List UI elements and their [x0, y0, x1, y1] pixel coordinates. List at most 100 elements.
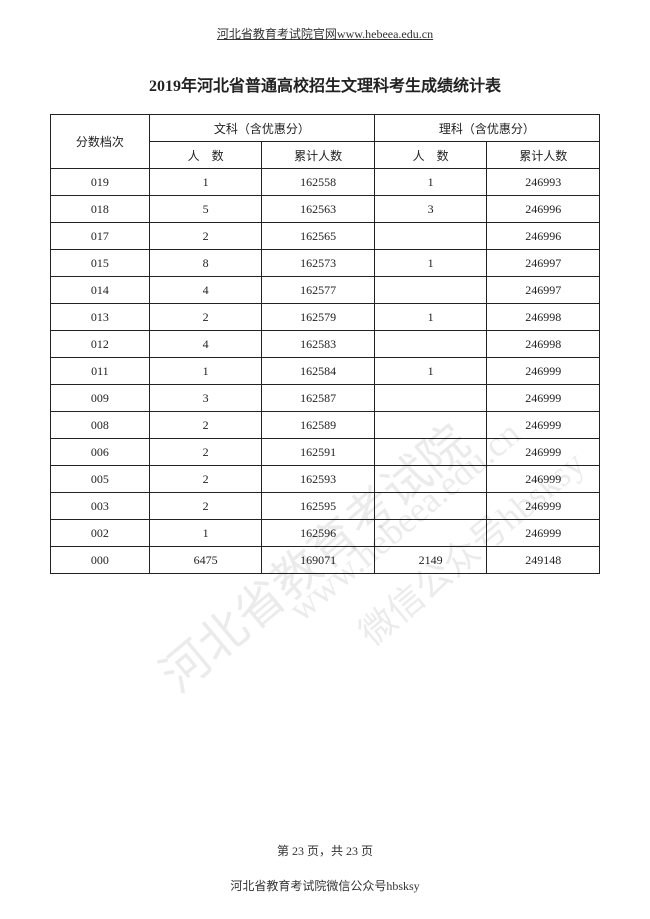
cell-scum: 246999: [487, 358, 600, 385]
table-row: 0144162577 246997: [51, 277, 600, 304]
cell-lc: 2: [149, 223, 262, 250]
cell-lcum: 162584: [262, 358, 375, 385]
cell-score: 011: [51, 358, 150, 385]
cell-lc: 2: [149, 439, 262, 466]
table-row: 01851625633246996: [51, 196, 600, 223]
cell-lcum: 162587: [262, 385, 375, 412]
cell-lcum: 162558: [262, 169, 375, 196]
cell-lcum: 162589: [262, 412, 375, 439]
cell-lcum: 162565: [262, 223, 375, 250]
table-row: 01111625841246999: [51, 358, 600, 385]
table-row: 0082162589246999: [51, 412, 600, 439]
cell-scum: 246996: [487, 196, 600, 223]
cell-sc: 1: [374, 304, 487, 331]
cell-scum: 246993: [487, 169, 600, 196]
cell-lc: 1: [149, 169, 262, 196]
cell-lc: 8: [149, 250, 262, 277]
col-science-count: 人 数: [374, 142, 487, 169]
cell-score: 019: [51, 169, 150, 196]
cell-score: 014: [51, 277, 150, 304]
cell-sc: [374, 385, 487, 412]
table-row: 0021162596 246999: [51, 520, 600, 547]
cell-lcum: 169071: [262, 547, 375, 574]
cell-sc: [374, 277, 487, 304]
document-page: 河北省教育考试院官网www.hebeea.edu.cn 2019年河北省普通高校…: [0, 0, 650, 919]
cell-lcum: 162579: [262, 304, 375, 331]
cell-sc: [374, 466, 487, 493]
cell-score: 003: [51, 493, 150, 520]
cell-score: 005: [51, 466, 150, 493]
cell-scum: 246996: [487, 223, 600, 250]
cell-lcum: 162596: [262, 520, 375, 547]
cell-sc: [374, 412, 487, 439]
table-row: 0124162583246998: [51, 331, 600, 358]
table-row: 01321625791246998: [51, 304, 600, 331]
cell-lcum: 162591: [262, 439, 375, 466]
col-liberal-count: 人 数: [149, 142, 262, 169]
cell-lc: 2: [149, 466, 262, 493]
cell-lc: 2: [149, 493, 262, 520]
cell-lcum: 162583: [262, 331, 375, 358]
cell-lcum: 162563: [262, 196, 375, 223]
cell-sc: 2149: [374, 547, 487, 574]
cell-sc: 3: [374, 196, 487, 223]
score-table: 分数档次 文科（含优惠分） 理科（含优惠分） 人 数 累计人数 人 数 累计人数…: [50, 114, 600, 574]
cell-sc: 1: [374, 250, 487, 277]
cell-lc: 1: [149, 358, 262, 385]
footer-text: 河北省教育考试院微信公众号hbsksy: [0, 877, 650, 894]
cell-sc: [374, 439, 487, 466]
table-row: 0093162587 246999: [51, 385, 600, 412]
cell-score: 018: [51, 196, 150, 223]
cell-scum: 246998: [487, 304, 600, 331]
table-row: 01581625731246997: [51, 250, 600, 277]
cell-scum: 246999: [487, 520, 600, 547]
col-science-header: 理科（含优惠分）: [374, 115, 599, 142]
cell-sc: [374, 493, 487, 520]
cell-score: 017: [51, 223, 150, 250]
cell-lcum: 162577: [262, 277, 375, 304]
cell-lc: 4: [149, 277, 262, 304]
table-row: 0032162595 246999: [51, 493, 600, 520]
cell-scum: 246997: [487, 277, 600, 304]
cell-score: 002: [51, 520, 150, 547]
cell-score: 013: [51, 304, 150, 331]
cell-scum: 246999: [487, 385, 600, 412]
table-body: 0191162558124699301851625633246996017216…: [51, 169, 600, 574]
page-indicator: 第 23 页，共 23 页: [0, 842, 650, 859]
cell-sc: [374, 331, 487, 358]
cell-lc: 4: [149, 331, 262, 358]
cell-sc: [374, 520, 487, 547]
table-row: 01911625581246993: [51, 169, 600, 196]
cell-scum: 246997: [487, 250, 600, 277]
col-liberal-cum: 累计人数: [262, 142, 375, 169]
cell-sc: 1: [374, 169, 487, 196]
cell-score: 000: [51, 547, 150, 574]
col-science-cum: 累计人数: [487, 142, 600, 169]
cell-sc: 1: [374, 358, 487, 385]
table-row: 0052162593 246999: [51, 466, 600, 493]
header-url: 河北省教育考试院官网www.hebeea.edu.cn: [50, 25, 600, 42]
page-title: 2019年河北省普通高校招生文理科考生成绩统计表: [50, 72, 600, 96]
cell-lc: 5: [149, 196, 262, 223]
cell-lc: 3: [149, 385, 262, 412]
cell-scum: 249148: [487, 547, 600, 574]
table-row: 0172162565 246996: [51, 223, 600, 250]
cell-lcum: 162573: [262, 250, 375, 277]
cell-scum: 246999: [487, 439, 600, 466]
col-liberal-header: 文科（含优惠分）: [149, 115, 374, 142]
cell-score: 008: [51, 412, 150, 439]
cell-lc: 6475: [149, 547, 262, 574]
cell-score: 009: [51, 385, 150, 412]
cell-score: 006: [51, 439, 150, 466]
table-row: 0062162591 246999: [51, 439, 600, 466]
cell-scum: 246999: [487, 466, 600, 493]
cell-scum: 246999: [487, 412, 600, 439]
cell-lcum: 162595: [262, 493, 375, 520]
cell-score: 012: [51, 331, 150, 358]
col-score-header: 分数档次: [51, 115, 150, 169]
cell-scum: 246999: [487, 493, 600, 520]
table-head: 分数档次 文科（含优惠分） 理科（含优惠分） 人 数 累计人数 人 数 累计人数: [51, 115, 600, 169]
cell-lcum: 162593: [262, 466, 375, 493]
cell-lc: 1: [149, 520, 262, 547]
cell-lc: 2: [149, 304, 262, 331]
